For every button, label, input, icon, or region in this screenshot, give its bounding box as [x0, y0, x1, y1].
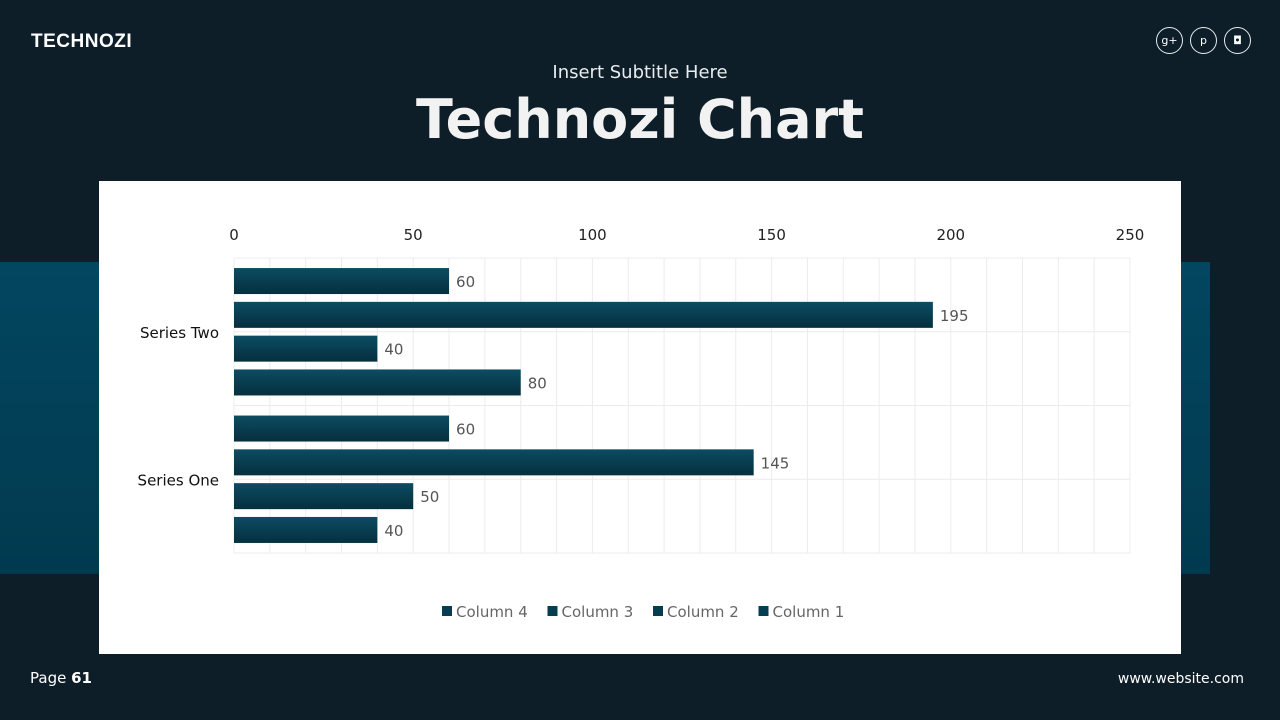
legend-label: Column 1 [773, 603, 845, 621]
legend-label: Column 2 [667, 603, 739, 621]
logo: TECHNOZI [31, 31, 133, 52]
bar-chart: 0 50 100 150 200 250 Series One 60 145 50 40 Series… [138, 226, 1145, 621]
x-tick-label: 0 [229, 226, 239, 244]
data-label: 80 [528, 374, 547, 392]
page-title: Technozi Chart [416, 88, 864, 151]
website-link[interactable]: www.website.com [1117, 671, 1244, 687]
social-links: g+ p ◘ [1156, 27, 1251, 54]
x-tick-label: 150 [757, 226, 786, 244]
chart-card: 0 50 100 150 200 250 Series One 60 145 50 40 Series… [99, 181, 1181, 654]
legend-swatch [547, 606, 558, 616]
data-label: 40 [384, 522, 403, 540]
bar-column-1 [234, 516, 378, 543]
legend-swatch [442, 606, 452, 616]
data-label: 50 [420, 488, 439, 506]
bar-column-2 [234, 483, 414, 510]
x-tick-label: 250 [1116, 226, 1145, 244]
google-plus-icon[interactable]: g+ [1156, 27, 1183, 54]
x-tick-label: 200 [936, 226, 965, 244]
page-label: Page [30, 669, 67, 687]
data-label: 60 [456, 273, 475, 291]
bar-column-1 [234, 369, 521, 396]
subtitle: Insert Subtitle Here [552, 62, 728, 83]
legend-swatch [653, 606, 663, 616]
data-label: 145 [761, 454, 790, 472]
data-label: 195 [940, 307, 969, 325]
page-number: Page 61 [30, 669, 92, 687]
pinterest-icon[interactable]: p [1190, 27, 1217, 54]
instagram-icon[interactable]: ◘ [1224, 27, 1251, 54]
bar-column-4 [234, 415, 450, 442]
category-label: Series One [138, 471, 219, 489]
legend-label: Column 4 [456, 603, 528, 621]
bar-column-3 [234, 449, 754, 476]
page-number-value: 61 [71, 669, 92, 687]
x-tick-label: 100 [578, 226, 607, 244]
bar-column-3 [234, 301, 933, 328]
legend-swatch [758, 606, 769, 616]
data-label: 40 [384, 341, 403, 359]
bar-column-4 [234, 268, 450, 295]
legend-label: Column 3 [562, 603, 634, 621]
data-label: 60 [456, 421, 475, 439]
x-tick-label: 50 [404, 226, 423, 244]
category-label: Series Two [140, 324, 219, 342]
bar-column-2 [234, 335, 378, 362]
